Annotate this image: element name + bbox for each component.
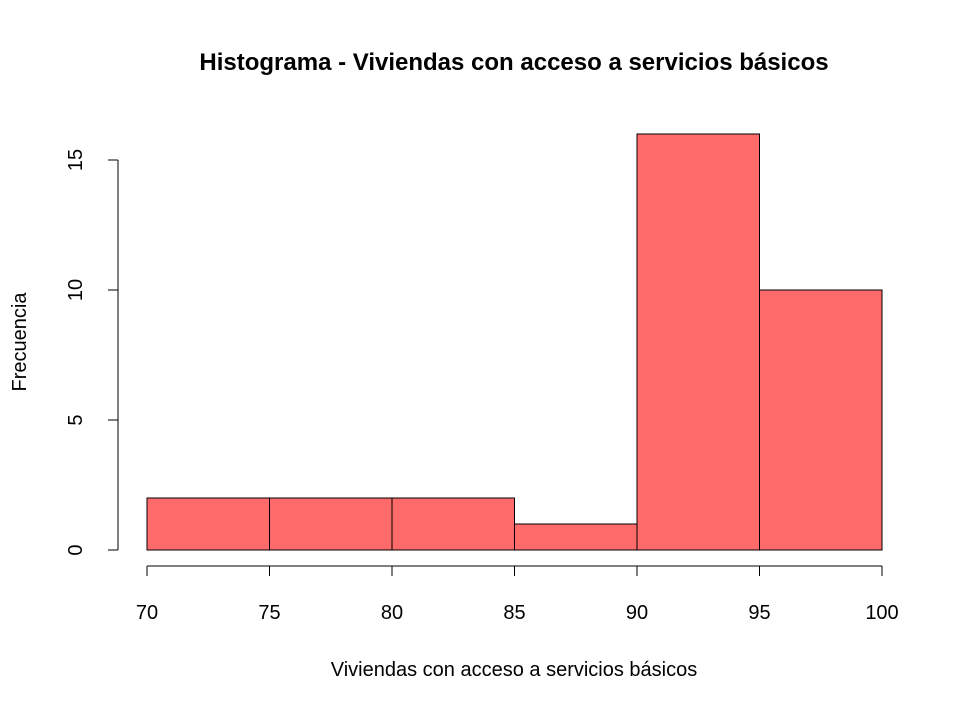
x-tick-label-3: 85 bbox=[503, 602, 525, 624]
x-tick-label-1: 75 bbox=[258, 602, 280, 624]
x-tick-label-2: 80 bbox=[381, 602, 403, 624]
x-tick-label-5: 95 bbox=[748, 602, 770, 624]
y-tick-label-1: 5 bbox=[65, 414, 87, 425]
chart-title: Histograma - Viviendas con acceso a serv… bbox=[199, 49, 828, 76]
histogram-bar-3 bbox=[514, 523, 638, 551]
histogram-bar-2 bbox=[391, 497, 515, 551]
histogram-bar-0 bbox=[146, 497, 270, 551]
y-tick-label-3: 15 bbox=[65, 149, 87, 171]
histogram-bar-5 bbox=[759, 289, 883, 551]
x-tick-label-6: 100 bbox=[865, 602, 898, 624]
bars-group bbox=[146, 133, 883, 551]
y-tick-label-0: 0 bbox=[65, 544, 87, 555]
y-axis: 0 5 10 15 bbox=[65, 149, 119, 556]
x-axis-label: Viviendas con acceso a servicios básicos bbox=[331, 659, 697, 681]
histogram-bar-1 bbox=[269, 497, 393, 551]
x-tick-label-4: 90 bbox=[626, 602, 648, 624]
histogram-bar-4 bbox=[636, 133, 760, 551]
y-axis-label: Frecuencia bbox=[9, 292, 31, 392]
x-tick-label-0: 70 bbox=[136, 602, 158, 624]
x-axis: 70 75 80 85 90 95 100 bbox=[136, 565, 899, 624]
y-tick-label-2: 10 bbox=[65, 279, 87, 301]
